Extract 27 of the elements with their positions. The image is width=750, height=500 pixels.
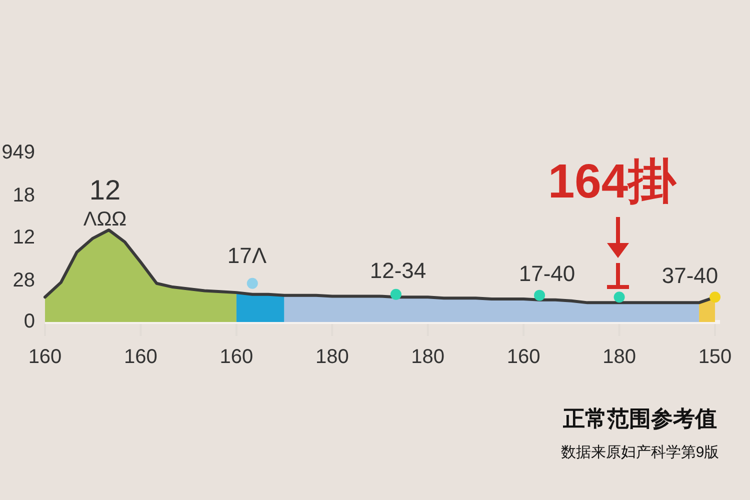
annotation: ΛΩΩ [83, 208, 127, 230]
annotation: 12-34 [370, 258, 426, 283]
annotation: 37-40 [662, 262, 718, 288]
text: 12 [89, 174, 121, 206]
x-tick-label: 150 [698, 346, 732, 368]
point [614, 292, 625, 303]
text: 0 [24, 310, 35, 332]
point [246, 278, 258, 289]
point [390, 288, 402, 300]
x-tick-label: 180 [411, 346, 445, 368]
text: 数据来原妇产科学第9版 [560, 444, 720, 461]
x-tick-label: 160 [220, 346, 254, 368]
x-tick-label: 160 [28, 346, 62, 368]
text: 18 [12, 184, 35, 206]
text: 12 [12, 226, 35, 248]
text: 正常范围参考值 [562, 406, 717, 431]
text: 949 [2, 141, 35, 164]
annotation: 17-40 [518, 260, 576, 286]
text: 164掛 [548, 156, 678, 209]
x-tick-label: 180 [315, 346, 349, 368]
x-tick-label: 180 [602, 346, 636, 368]
point [534, 290, 546, 301]
x-tick-label: 160 [506, 346, 540, 368]
x-tick-label: 160 [124, 346, 158, 368]
text: 28 [12, 269, 35, 292]
point [710, 292, 720, 303]
annotation: 17Λ [227, 242, 267, 268]
